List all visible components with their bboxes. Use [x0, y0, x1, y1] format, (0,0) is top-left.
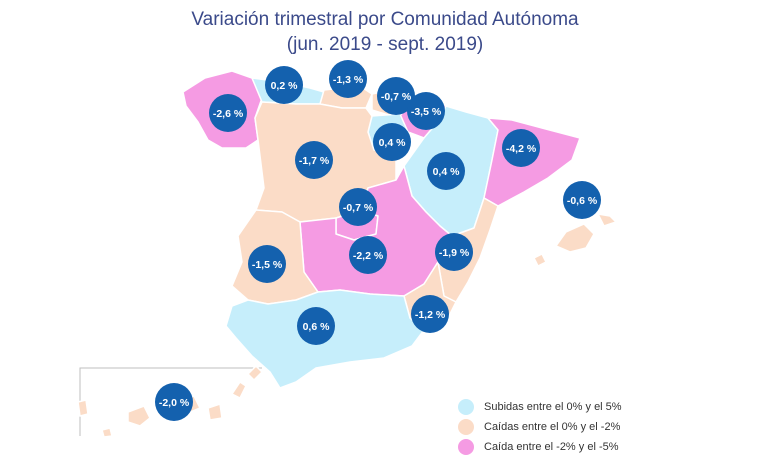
badge-castilla-y-leon: -1,7 % — [295, 141, 333, 179]
svg-text:-1,5 %: -1,5 % — [252, 259, 283, 271]
svg-text:0,6 %: 0,6 % — [303, 321, 331, 333]
svg-text:0,2 %: 0,2 % — [271, 80, 299, 92]
svg-text:-0,7 %: -0,7 % — [343, 202, 374, 214]
svg-text:-0,7 %: -0,7 % — [381, 91, 412, 103]
badge-la-rioja: 0,4 % — [373, 123, 411, 161]
region-baleares — [533, 213, 617, 267]
badge-andalucia: 0,6 % — [297, 307, 335, 345]
map-title: Variación trimestral por Comunidad Autón… — [191, 9, 579, 30]
svg-text:-2,2 %: -2,2 % — [353, 250, 384, 262]
region-canarias — [77, 365, 263, 438]
svg-text:-2,6 %: -2,6 % — [213, 108, 244, 120]
legend-swatch-up — [458, 399, 474, 415]
svg-text:0,4 %: 0,4 % — [379, 137, 407, 149]
legend-swatch-down-small — [458, 419, 474, 435]
legend-label-down-large: Caída entre el -2% y el -5% — [484, 441, 619, 453]
svg-text:-1,9 %: -1,9 % — [439, 247, 470, 259]
badge-madrid: -0,7 % — [339, 188, 377, 226]
badge-galicia: -2,6 % — [209, 94, 247, 132]
badge-baleares: -0,6 % — [563, 181, 601, 219]
legend-swatch-down-large — [458, 439, 474, 455]
svg-text:-3,5 %: -3,5 % — [411, 106, 442, 118]
svg-text:-4,2 %: -4,2 % — [506, 143, 537, 155]
svg-text:-2,0 %: -2,0 % — [159, 397, 190, 409]
svg-text:-1,3 %: -1,3 % — [333, 74, 364, 86]
badge-extremadura: -1,5 % — [248, 245, 286, 283]
legend-item-up: Subidas entre el 0% y el 5% — [458, 398, 622, 416]
badge-asturias: 0,2 % — [265, 66, 303, 104]
badge-cantabria: -1,3 % — [329, 60, 367, 98]
badge-pais-vasco: -0,7 % — [377, 77, 415, 115]
svg-text:0,4 %: 0,4 % — [433, 166, 461, 178]
legend-label-up: Subidas entre el 0% y el 5% — [484, 401, 622, 413]
badge-canarias: -2,0 % — [155, 383, 193, 421]
svg-text:-1,2 %: -1,2 % — [415, 309, 446, 321]
badge-comunidad-valenciana: -1,9 % — [435, 233, 473, 271]
legend-label-down-small: Caídas entre el 0% y el -2% — [484, 421, 621, 433]
svg-text:-0,6 %: -0,6 % — [567, 195, 598, 207]
svg-text:-1,7 %: -1,7 % — [299, 155, 330, 167]
legend-item-down-large: Caída entre el -2% y el -5% — [458, 438, 619, 456]
badge-aragon: 0,4 % — [427, 152, 465, 190]
badge-murcia: -1,2 % — [411, 295, 449, 333]
badge-cataluna: -4,2 % — [502, 129, 540, 167]
map-subtitle: (jun. 2019 - sept. 2019) — [286, 34, 484, 55]
badge-navarra: -3,5 % — [407, 92, 445, 130]
legend-item-down-small: Caídas entre el 0% y el -2% — [458, 418, 620, 436]
badge-castilla-la-mancha: -2,2 % — [349, 236, 387, 274]
